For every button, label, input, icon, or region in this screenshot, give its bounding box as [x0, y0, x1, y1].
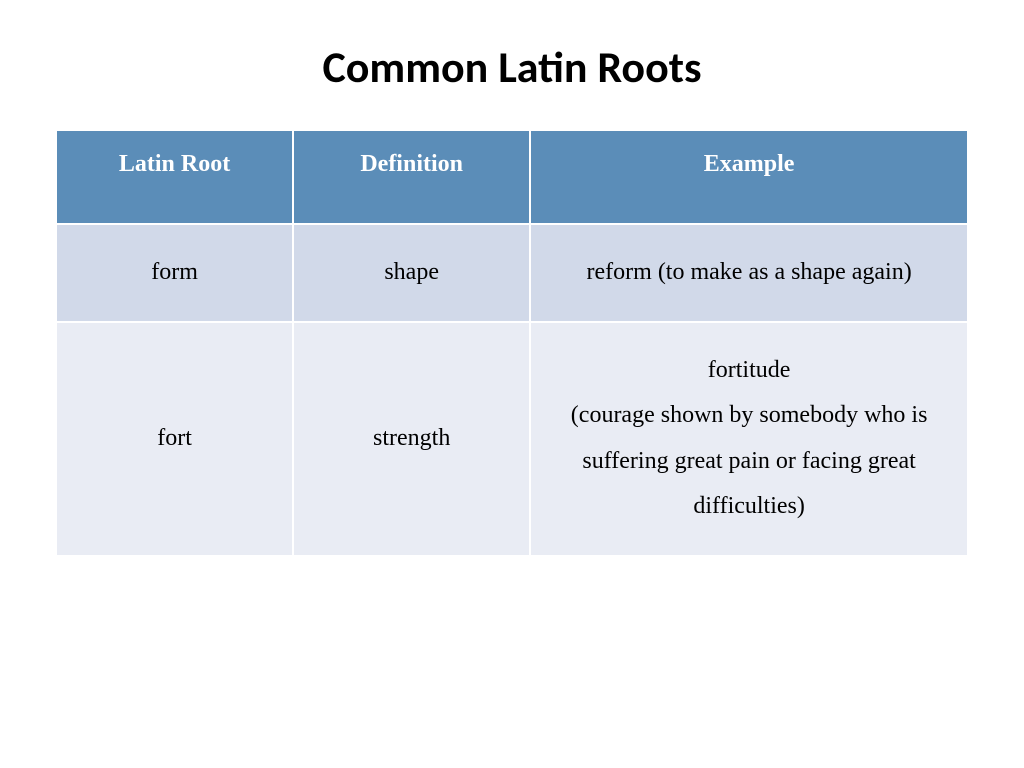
table-row: fort strength fortitude(courage shown by… [56, 322, 968, 556]
cell-example: reform (to make as a shape again) [530, 224, 968, 322]
table-header-row: Latin Root Definition Example [56, 130, 968, 224]
cell-root: fort [56, 322, 293, 556]
cell-definition: shape [293, 224, 530, 322]
header-definition: Definition [293, 130, 530, 224]
cell-definition: strength [293, 322, 530, 556]
header-latin-root: Latin Root [56, 130, 293, 224]
cell-example: fortitude(courage shown by somebody who … [530, 322, 968, 556]
header-example: Example [530, 130, 968, 224]
cell-root: form [56, 224, 293, 322]
table-row: form shape reform (to make as a shape ag… [56, 224, 968, 322]
page-title: Common Latin Roots [55, 40, 969, 94]
latin-roots-table-container: Latin Root Definition Example form shape… [55, 129, 969, 557]
latin-roots-table: Latin Root Definition Example form shape… [55, 129, 969, 557]
